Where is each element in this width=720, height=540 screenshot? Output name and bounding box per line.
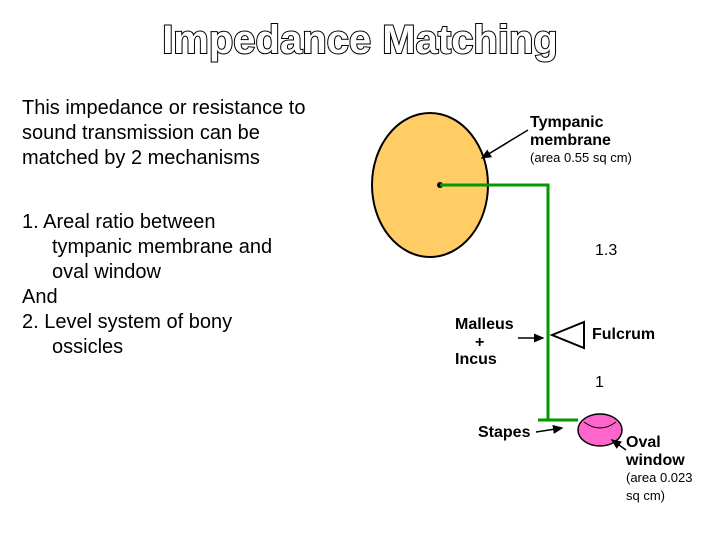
tympanic-label: Tympanic membrane (area 0.55 sq cm) — [530, 114, 632, 167]
oval-window-sublabel: (area 0.023 sq cm) — [626, 470, 693, 503]
ratio-1-text: 1 — [595, 374, 604, 391]
stapes-label: Stapes — [478, 424, 530, 442]
ratio-13-text: 1.3 — [595, 242, 617, 259]
oval-window-label: Oval window (area 0.023 sq cm) — [626, 434, 700, 504]
list-and: And — [22, 285, 322, 310]
malleus-text: Malleus — [455, 316, 514, 333]
plus-text: + — [455, 334, 484, 351]
ratio-13-label: 1.3 — [595, 242, 617, 260]
item2-line2: ossicles — [22, 335, 322, 360]
oval-window-pointer — [612, 440, 626, 450]
fulcrum-label: Fulcrum — [592, 326, 655, 344]
tympanic-label-text: Tympanic — [530, 114, 604, 131]
oval-window-label-text: Oval — [626, 434, 661, 451]
oval-window-shape — [578, 414, 622, 446]
page-title: Impedance Matching Impedance Matching — [0, 18, 720, 63]
item1-line3: oval window — [22, 260, 322, 285]
fulcrum-label-text: Fulcrum — [592, 326, 655, 343]
fulcrum-shape — [552, 322, 584, 348]
tympanic-pointer — [482, 130, 528, 158]
list-item-1: 1. Areal ratio between tympanic membrane… — [22, 210, 322, 285]
item1-line2: tympanic membrane and — [22, 235, 322, 260]
item1-text-first: Areal ratio between — [43, 211, 215, 233]
stapes-pointer — [536, 428, 562, 432]
stapes-label-text: Stapes — [478, 424, 530, 441]
list-item-2: 2. Level system of bony ossicles — [22, 310, 322, 360]
oval-window-label-text2: window — [626, 452, 685, 469]
incus-text: Incus — [455, 351, 497, 368]
ratio-1-label: 1 — [595, 374, 604, 392]
item2-text-first: Level system of bony — [44, 311, 232, 333]
mechanism-list: 1. Areal ratio between tympanic membrane… — [22, 210, 322, 360]
tympanic-sublabel: (area 0.55 sq cm) — [530, 150, 632, 165]
ear-diagram: Tympanic membrane (area 0.55 sq cm) 1.3 … — [360, 90, 700, 490]
intro-text: This impedance or resistance to sound tr… — [22, 96, 322, 171]
item2-num: 2. — [22, 311, 44, 333]
title-fill: Impedance Matching — [0, 18, 720, 63]
item1-num: 1. — [22, 211, 43, 233]
malleus-incus-label: Malleus + Incus — [455, 316, 514, 369]
tympanic-label-line2: membrane — [530, 132, 611, 149]
